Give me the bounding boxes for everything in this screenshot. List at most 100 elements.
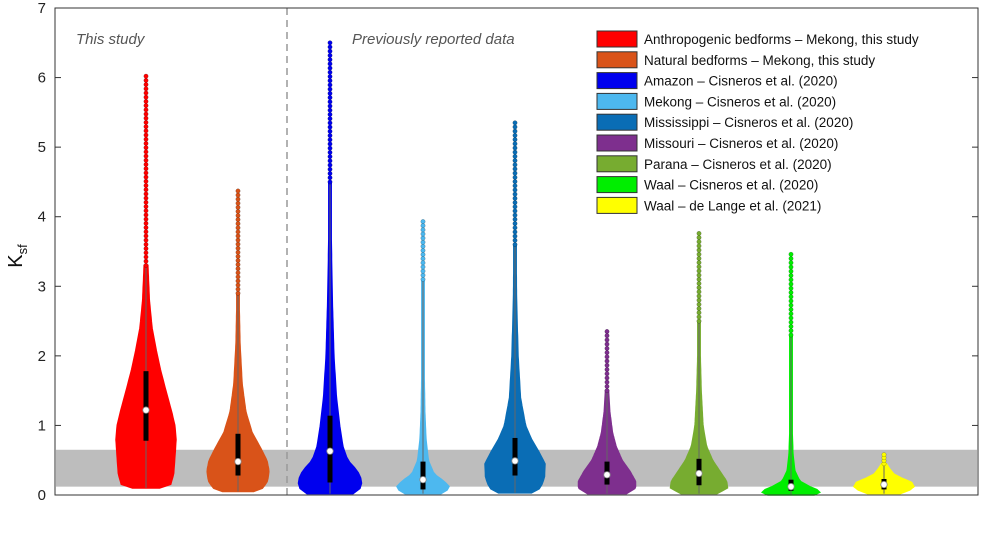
outlier-point [420,231,426,237]
outlier-point [235,221,241,227]
outlier-point [788,285,794,291]
legend-swatch [596,196,638,214]
outlier-point [696,272,702,278]
outlier-point [604,379,610,385]
outlier-point [696,239,702,245]
median-point [419,476,427,484]
outlier-point [881,452,887,458]
outlier-point [696,264,702,270]
outlier-point [420,268,426,274]
median-point [234,458,242,466]
outlier-point [512,170,518,176]
outlier-point [143,115,149,121]
outlier-point [327,116,333,122]
outlier-point [235,245,241,251]
outlier-point [143,153,149,159]
outlier-point [327,103,333,109]
outlier-point [788,332,794,338]
outlier-point [235,266,241,272]
y-tick-label: 3 [38,278,46,295]
outlier-point [512,162,518,168]
outlier-point [512,216,518,222]
outlier-point [512,128,518,134]
outlier-point [143,187,149,193]
outlier-point [235,229,241,235]
outlier-point [143,107,149,113]
outlier-point [512,233,518,239]
violins-group [115,40,915,496]
outlier-point [512,158,518,164]
legend-label: Mekong – Cisneros et al. (2020) [644,94,836,109]
outlier-point [143,170,149,176]
outlier-point [327,69,333,75]
outlier-point [143,136,149,142]
legend-swatch [596,134,638,152]
outlier-point [327,99,333,105]
outlier-point [788,298,794,304]
legend-swatch [596,30,638,48]
outlier-point [327,90,333,96]
outlier-point [235,225,241,231]
outlier-point [420,272,426,278]
outlier-point [143,162,149,167]
outlier-point [696,285,702,291]
outlier-point [143,141,149,146]
outlier-point [604,354,610,360]
outlier-point [143,98,149,104]
iqr-box [512,437,518,476]
y-axis-ticks: 0 1 2 3 4 5 6 7 [38,0,978,504]
outlier-point [788,294,794,300]
outlier-point [696,230,702,236]
outlier-point [604,371,610,377]
outlier-point [143,250,149,256]
outlier-point [788,311,794,317]
outlier-point [143,145,149,151]
outlier-point [696,306,702,311]
outlier-point [512,137,518,143]
outlier-point [512,237,518,243]
legend-label: Missouri – Cisneros et al. (2020) [644,136,838,151]
outlier-point [143,157,149,163]
outlier-point [327,52,333,58]
outlier-point [235,217,241,223]
outlier-point [327,166,333,172]
outlier-point [327,133,333,138]
y-tick-label: 7 [38,0,46,17]
outlier-point [604,341,610,347]
legend-label: Parana – Cisneros et al. (2020) [644,157,832,172]
outlier-point [235,290,241,296]
outlier-point [604,333,610,339]
outlier-point [143,183,149,188]
outlier-point [143,119,149,125]
outlier-point [235,208,241,214]
outlier-point [788,277,794,283]
outlier-point [327,141,333,147]
median-point [695,469,703,478]
outlier-point [327,124,333,130]
outlier-point [327,112,333,117]
outlier-point [420,256,426,262]
outlier-point [788,281,794,287]
legend-swatch [596,92,638,110]
outlier-point [512,204,518,210]
outlier-point [327,175,333,181]
outlier-point [696,281,702,286]
median-point [142,406,150,414]
outlier-point [420,260,426,266]
outlier-point [143,241,149,247]
outlier-point [788,264,794,270]
outlier-point [235,241,241,247]
legend-swatch [596,176,638,194]
legend-label: Amazon – Cisneros et al. (2020) [644,74,838,89]
outlier-point [696,247,702,253]
outlier-point [235,188,241,194]
outlier-point [327,78,333,84]
outlier-point [788,251,794,257]
outlier-point [143,216,149,222]
outlier-point [420,252,426,258]
outlier-point [420,248,426,253]
outlier-point [143,237,149,243]
outlier-point [235,270,241,276]
outlier-point [235,262,241,268]
outlier-point [143,258,149,264]
